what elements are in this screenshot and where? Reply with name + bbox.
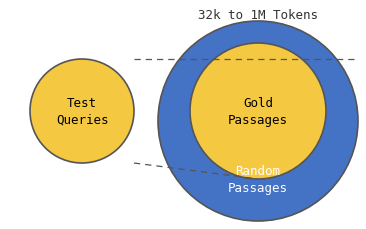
Text: Test
Queries: Test Queries (56, 97, 108, 126)
Circle shape (190, 44, 326, 179)
Text: Random
Passages: Random Passages (228, 164, 288, 194)
Text: 32k to 1M Tokens: 32k to 1M Tokens (198, 8, 318, 21)
Circle shape (30, 60, 134, 163)
Circle shape (158, 22, 358, 221)
Text: Gold
Passages: Gold Passages (228, 97, 288, 126)
